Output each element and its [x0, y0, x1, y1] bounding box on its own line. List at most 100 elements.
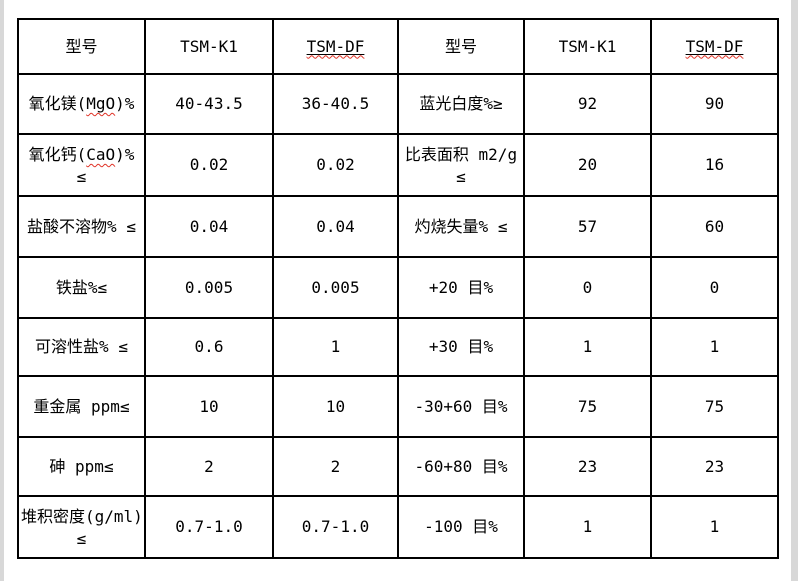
cell-text: 0.04 — [189, 216, 229, 236]
spec-value-cell: 75 — [650, 375, 779, 438]
cell-text: 10 — [325, 396, 346, 416]
spec-label-cell: -60+80 目% — [397, 436, 525, 497]
spellcheck-squiggle-text: CaO — [86, 145, 116, 164]
cell-text: 57 — [577, 216, 598, 236]
spec-label-cell: -30+60 目% — [397, 375, 525, 438]
spec-label-cell: 可溶性盐% ≤ — [17, 317, 146, 377]
cell-text: 灼烧失量% ≤ — [414, 216, 508, 236]
model-header-cell: TSM-K1 — [523, 18, 652, 75]
model-header-cell: TSM-DF — [272, 18, 399, 75]
spec-table-body: 型号 TSM-K1 TSM-DF 型号 TSM-K1 TSM-DF 氧化镁(MgO)% 40-… — [17, 18, 779, 559]
cell-text: 蓝光白度%≥ — [419, 94, 503, 113]
cell-text: 23 — [704, 456, 725, 476]
page-right-gutter — [791, 0, 798, 581]
spec-value-cell: 0.02 — [272, 133, 399, 197]
spec-value-cell: 2 — [272, 436, 399, 497]
spec-value-cell: 2 — [144, 436, 274, 497]
cell-text: TSM-K1 — [558, 36, 617, 56]
cell-text: 75 — [704, 396, 725, 416]
cell-text: )% — [115, 94, 135, 113]
cell-text: 型号 — [444, 36, 477, 56]
table-row: 重金属 ppm≤ 10 10 -30+60 目% 75 75 — [17, 375, 779, 438]
table-row: 堆积密度(g/ml) ≤0.7-1.0 0.7-1.0 -100 目% 1 1 — [17, 495, 779, 559]
cell-text: +20 目% — [428, 277, 494, 297]
page-left-gutter — [0, 0, 4, 581]
spec-label-cell: 铁盐%≤ — [17, 256, 146, 319]
cell-text: -30+60 目% — [414, 396, 508, 416]
spec-value-cell: 0.04 — [144, 195, 274, 258]
cell-text: -60+80 目% — [414, 456, 508, 476]
spec-value-cell: 0.6 — [144, 317, 274, 377]
spec-label-cell: 重金属 ppm≤ — [17, 375, 146, 438]
spec-label-cell: 比表面积 m2/g ≤ — [397, 133, 525, 197]
spec-value-cell: 60 — [650, 195, 779, 258]
cell-text: 砷 ppm≤ — [49, 456, 114, 476]
underlined-text: TSM-DF — [307, 37, 365, 56]
spec-value-cell: 1 — [523, 495, 652, 559]
cell-text: 比表面积 m2/g — [404, 145, 518, 164]
table-row: 盐酸不溶物% ≤ 0.04 0.04 灼烧失量% ≤ 57 60 — [17, 195, 779, 258]
cell-text: 75 — [577, 396, 598, 416]
spec-value-cell: 36-40.5 — [272, 73, 399, 135]
cell-text: 0.6 — [194, 337, 224, 356]
spec-value-cell: 0.04 — [272, 195, 399, 258]
cell-text: 0.7-1.0 — [301, 517, 370, 536]
cell-text: 40-43.5 — [175, 94, 243, 113]
spec-value-cell: 20 — [523, 133, 652, 197]
cell-text: 2 — [330, 456, 341, 476]
spec-table: 型号 TSM-K1 TSM-DF 型号 TSM-K1 TSM-DF 氧化镁(MgO)% 40-… — [17, 18, 779, 559]
constraint-symbol: ≤ — [76, 529, 87, 548]
cell-text: 0 — [582, 277, 593, 297]
cell-text: +30 目% — [428, 337, 494, 356]
cell-text: 0.02 — [189, 155, 229, 174]
spec-value-cell: 0.005 — [272, 256, 399, 319]
spec-label-cell: 灼烧失量% ≤ — [397, 195, 525, 258]
spec-value-cell: 10 — [272, 375, 399, 438]
spec-label-cell: +20 目% — [397, 256, 525, 319]
spec-value-cell: 0 — [523, 256, 652, 319]
cell-text: 0.7-1.0 — [175, 517, 243, 536]
cell-text: 氧化钙( — [28, 145, 87, 164]
table-row: 氧化镁(MgO)% 40-43.5 36-40.5 蓝光白度%≥ 92 90 — [17, 73, 779, 135]
spec-label-cell: 蓝光白度%≥ — [397, 73, 525, 135]
spec-value-cell: 92 — [523, 73, 652, 135]
cell-text: 2 — [204, 456, 214, 476]
cell-text: 36-40.5 — [301, 94, 370, 113]
spec-label-cell: 堆积密度(g/ml) ≤ — [17, 495, 146, 559]
model-header-cell: TSM-K1 — [144, 18, 274, 75]
spec-value-cell: 40-43.5 — [144, 73, 274, 135]
cell-text: 堆积密度(g/ml) — [21, 507, 143, 526]
model-header-cell: TSM-DF — [650, 18, 779, 75]
spec-label-cell: 氧化镁(MgO)% — [17, 73, 146, 135]
spellcheck-squiggle-text: TSM-DF — [306, 36, 365, 56]
cell-text: 0 — [709, 277, 720, 297]
spec-value-cell: 0.7-1.0 — [144, 495, 274, 559]
spec-label-cell: 砷 ppm≤ — [17, 436, 146, 497]
spec-value-cell: 10 — [144, 375, 274, 438]
underlined-text: TSM-DF — [686, 37, 744, 56]
cell-text: 型号 — [65, 36, 98, 56]
cell-text: 0.005 — [311, 277, 360, 297]
cell-text: 1 — [582, 337, 593, 356]
cell-text: 60 — [704, 216, 725, 236]
spec-label-cell: +30 目% — [397, 317, 525, 377]
table-row: 可溶性盐% ≤ 0.6 1 +30 目% 1 1 — [17, 317, 779, 377]
cell-text: 20 — [577, 155, 598, 174]
spec-value-cell: 0.005 — [144, 256, 274, 319]
spec-value-cell: 1 — [650, 495, 779, 559]
cell-text: 0.02 — [316, 155, 355, 174]
spec-value-cell: 23 — [523, 436, 652, 497]
spec-value-cell: 0 — [650, 256, 779, 319]
table-row: 砷 ppm≤ 2 2 -60+80 目% 23 23 — [17, 436, 779, 497]
spec-value-cell: 23 — [650, 436, 779, 497]
cell-text: )% — [115, 145, 135, 164]
cell-text: 盐酸不溶物% ≤ — [27, 216, 136, 236]
constraint-symbol: ≤ — [76, 167, 87, 186]
cell-text: 1 — [582, 517, 593, 536]
header-row: 型号 TSM-K1 TSM-DF 型号 TSM-K1 TSM-DF — [17, 18, 779, 75]
cell-text: 0.04 — [316, 216, 355, 236]
cell-text: 1 — [709, 337, 720, 356]
cell-text: 1 — [709, 517, 720, 536]
cell-text: 92 — [577, 94, 598, 113]
spellcheck-squiggle-text: TSM-DF — [685, 36, 744, 56]
